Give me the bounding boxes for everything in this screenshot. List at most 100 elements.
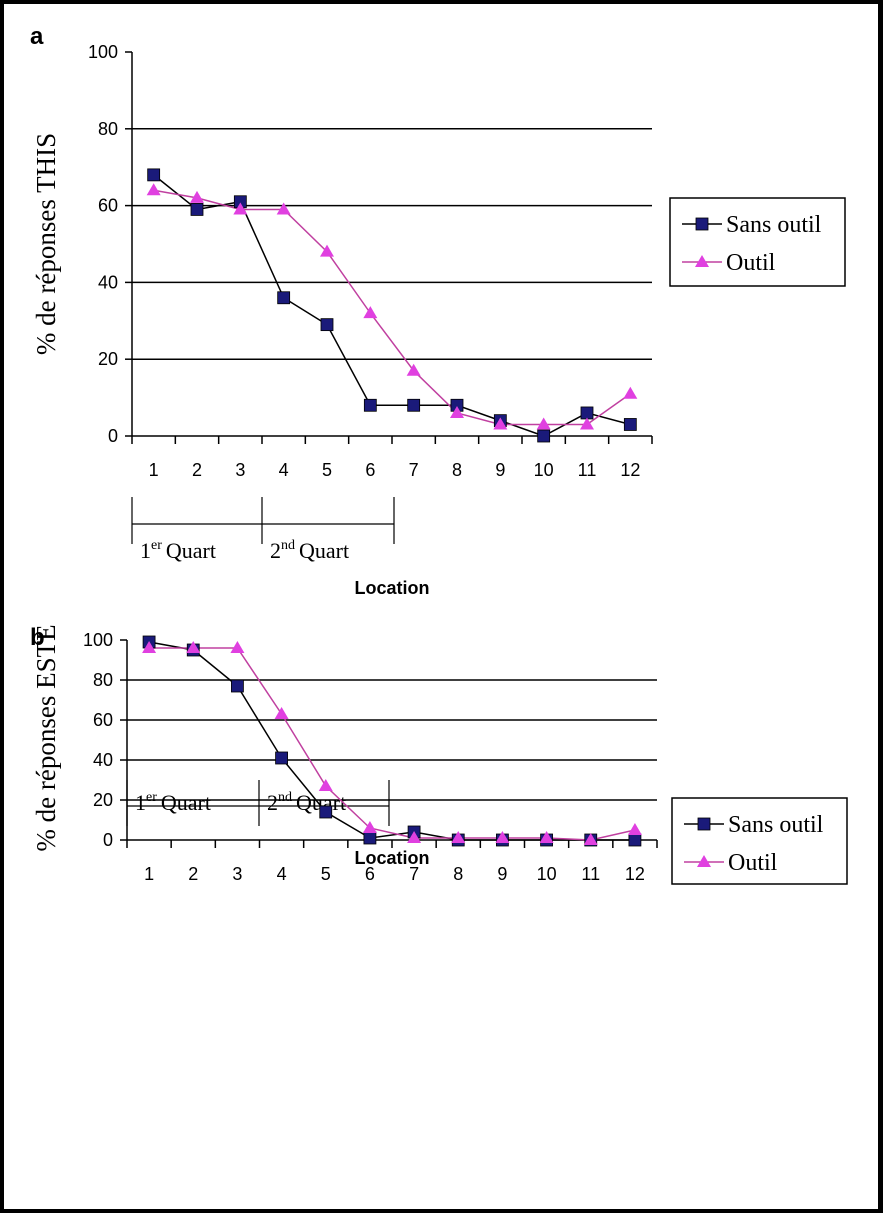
y-tick-label: 0 xyxy=(103,830,113,850)
data-point-sans-outil xyxy=(320,318,334,332)
x-tick-label: 11 xyxy=(581,864,600,884)
legend: Sans outil Outil xyxy=(669,197,846,287)
data-point-sans-outil xyxy=(363,398,377,412)
series-line-sans-outil xyxy=(153,174,631,437)
quarter-number: 2 xyxy=(270,538,281,563)
data-point-outil xyxy=(580,417,594,430)
x-tick-label: 10 xyxy=(537,864,557,884)
legend-label: Outil xyxy=(728,850,778,876)
data-point-outil xyxy=(142,641,157,653)
y-tick-label: 80 xyxy=(93,670,113,690)
data-point-sans-outil xyxy=(231,679,244,693)
legend-label: Sans outil xyxy=(728,812,824,838)
x-tick-label: 1 xyxy=(149,460,159,480)
y-tick-label: 40 xyxy=(93,750,113,770)
data-point-outil xyxy=(406,363,421,376)
x-tick-label: 1 xyxy=(144,864,154,884)
x-axis-title: Location xyxy=(355,578,430,598)
series-line-outil xyxy=(153,189,631,426)
x-tick-label: 3 xyxy=(235,460,245,480)
y-tick-label: 60 xyxy=(93,710,113,730)
data-point-sans-outil xyxy=(537,429,551,443)
legend-marker-triangle xyxy=(697,855,711,867)
data-point-outil xyxy=(320,244,334,257)
quarter-superscript: nd xyxy=(278,790,292,805)
y-tick-label: 80 xyxy=(98,119,118,139)
data-point-outil xyxy=(274,707,289,719)
y-tick-label: 40 xyxy=(98,272,118,292)
quarter-number: 1 xyxy=(140,538,151,563)
data-point-sans-outil xyxy=(407,398,421,412)
legend-marker-square xyxy=(697,817,711,831)
quarter-word: Quart xyxy=(161,790,211,815)
data-point-outil xyxy=(233,202,248,215)
y-axis-title: % de réponses ESTE xyxy=(31,624,61,851)
data-point-sans-outil xyxy=(363,831,377,845)
x-tick-label: 11 xyxy=(578,460,597,480)
x-tick-label: 6 xyxy=(365,864,375,884)
panel-letter: a xyxy=(30,23,44,50)
data-point-sans-outil xyxy=(580,406,594,420)
y-tick-label: 60 xyxy=(98,196,118,216)
quarter-label: 1er Quart xyxy=(140,538,216,563)
data-point-outil xyxy=(495,831,510,843)
data-point-outil xyxy=(230,641,245,653)
quarter-label: 2nd Quart xyxy=(270,538,349,563)
data-point-outil xyxy=(407,831,422,843)
x-tick-label: 10 xyxy=(534,460,554,480)
quarter-word: Quart xyxy=(299,538,349,563)
data-point-outil xyxy=(539,831,554,843)
legend-label: Outil xyxy=(726,250,776,276)
data-point-outil xyxy=(186,641,201,653)
x-axis-title: Location xyxy=(355,848,430,868)
legend-box xyxy=(671,797,848,885)
x-tick-label: 2 xyxy=(188,864,198,884)
x-tick-label: 7 xyxy=(409,460,419,480)
x-tick-label: 5 xyxy=(322,460,332,480)
y-tick-label: 20 xyxy=(93,790,113,810)
legend-box xyxy=(669,197,846,287)
quarter-word: Quart xyxy=(166,538,216,563)
data-point-sans-outil xyxy=(319,805,333,819)
legend: Sans outil Outil xyxy=(671,797,848,885)
data-point-outil xyxy=(146,183,161,196)
data-point-outil xyxy=(450,405,464,418)
data-point-outil xyxy=(276,202,291,215)
data-point-outil xyxy=(451,831,466,843)
data-point-sans-outil xyxy=(628,833,642,847)
data-point-sans-outil xyxy=(623,418,637,431)
data-point-sans-outil xyxy=(277,291,291,305)
x-tick-label: 9 xyxy=(497,864,507,884)
y-tick-label: 100 xyxy=(88,42,118,62)
x-tick-label: 7 xyxy=(409,864,419,884)
x-tick-label: 8 xyxy=(453,864,463,884)
x-tick-label: 4 xyxy=(279,460,289,480)
series-line-outil xyxy=(149,647,636,841)
quarter-label: 2nd Quart xyxy=(267,790,346,815)
legend-marker-triangle xyxy=(695,255,709,267)
data-point-outil xyxy=(190,190,204,203)
data-point-sans-outil xyxy=(147,168,161,182)
legend-label: Sans outil xyxy=(726,212,822,238)
quarter-number: 2 xyxy=(267,790,278,815)
x-tick-label: 9 xyxy=(495,460,505,480)
data-point-outil xyxy=(536,417,551,430)
quarter-superscript: er xyxy=(151,538,162,553)
legend-marker-square xyxy=(695,217,709,231)
y-tick-label: 20 xyxy=(98,349,118,369)
x-tick-label: 8 xyxy=(452,460,462,480)
data-point-sans-outil xyxy=(275,751,288,765)
x-tick-label: 12 xyxy=(625,864,645,884)
data-point-outil xyxy=(627,823,642,835)
data-point-sans-outil xyxy=(190,203,204,216)
panel-letter: b xyxy=(30,624,45,651)
quarter-number: 1 xyxy=(135,790,146,815)
quarter-label: 1er Quart xyxy=(135,790,211,815)
data-point-outil xyxy=(583,833,598,845)
y-tick-label: 100 xyxy=(83,630,113,650)
x-tick-label: 2 xyxy=(192,460,202,480)
x-tick-label: 6 xyxy=(365,460,375,480)
